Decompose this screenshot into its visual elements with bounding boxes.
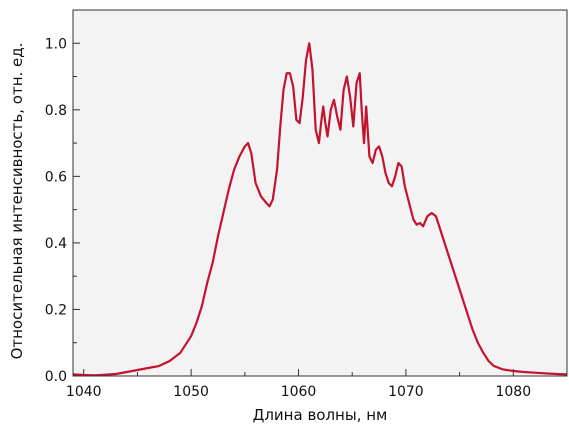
- y-tick-label: 0.6: [45, 169, 67, 185]
- x-tick-label: 1080: [495, 384, 531, 400]
- plot-background: [73, 10, 567, 376]
- y-tick-label: 0.0: [45, 369, 67, 385]
- x-tick-label: 1070: [388, 384, 424, 400]
- x-tick-label: 1060: [281, 384, 317, 400]
- x-axis: 1040 1050 1060 1070 1080: [66, 369, 568, 400]
- x-tick-label: 1050: [173, 384, 209, 400]
- y-tick-label: 0.8: [45, 103, 67, 119]
- plot-frame: [72, 9, 568, 377]
- x-tick-label: 1040: [66, 384, 102, 400]
- series-line: [72, 42, 568, 377]
- x-axis-label: Длина волны, нм: [253, 406, 388, 424]
- y-axis-label: Относительная интенсивность, отн. ед.: [8, 43, 26, 360]
- y-tick-label: 1.0: [45, 36, 67, 52]
- y-axis: 0.0 0.2 0.4 0.6 0.8 1.0: [45, 36, 80, 385]
- y-tick-label: 0.2: [45, 302, 67, 318]
- y-tick-label: 0.4: [45, 236, 67, 252]
